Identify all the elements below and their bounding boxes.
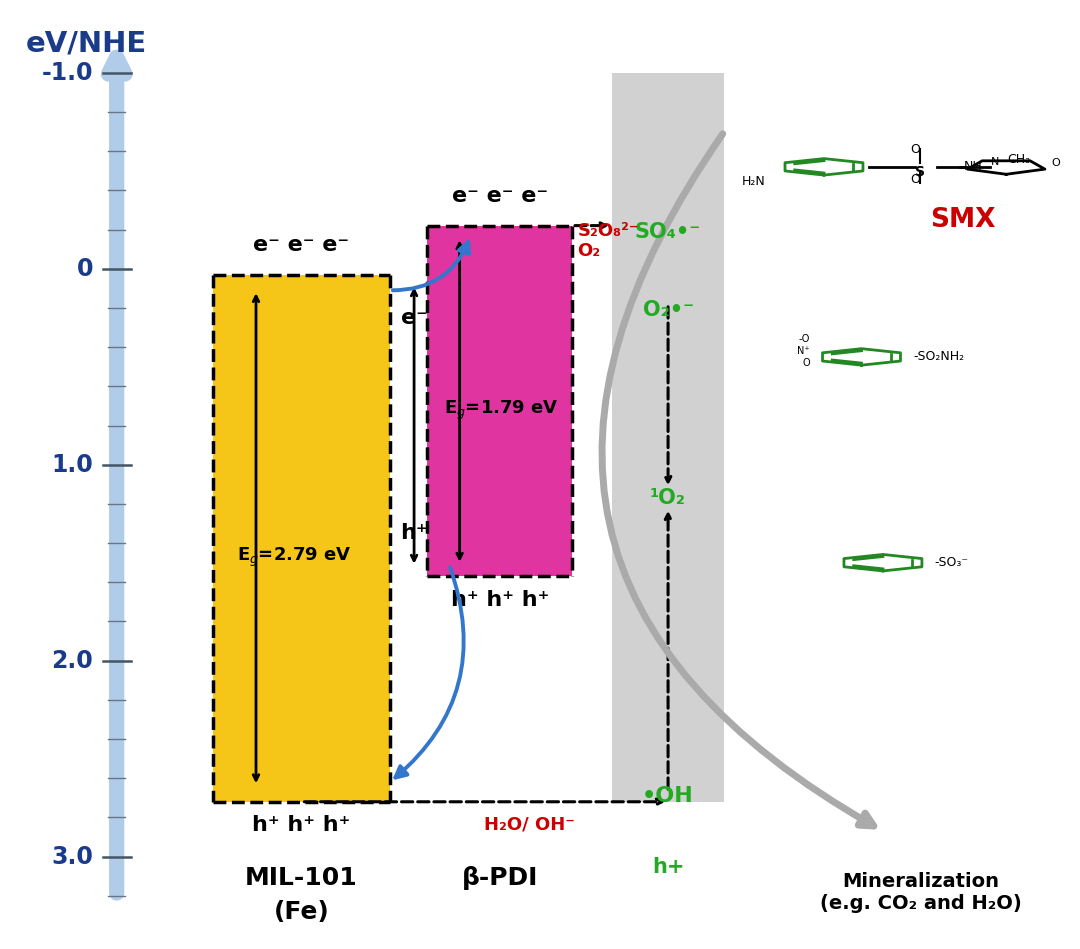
Text: S: S — [915, 165, 926, 178]
FancyArrowPatch shape — [393, 242, 469, 290]
Text: N: N — [991, 158, 1000, 167]
Text: O: O — [910, 174, 920, 186]
Text: E$_g$=2.79 eV: E$_g$=2.79 eV — [237, 547, 351, 569]
Text: CH₃: CH₃ — [1008, 153, 1030, 166]
Text: h+: h+ — [652, 857, 685, 877]
Text: -SO₂NH₂: -SO₂NH₂ — [913, 350, 964, 363]
Text: 1.0: 1.0 — [52, 453, 93, 476]
Text: H₂O/ OH⁻: H₂O/ OH⁻ — [484, 815, 575, 833]
Text: SO₄•⁻: SO₄•⁻ — [635, 222, 701, 242]
Text: e⁻ e⁻ e⁻: e⁻ e⁻ e⁻ — [451, 186, 548, 206]
Text: e⁻ e⁻ e⁻: e⁻ e⁻ e⁻ — [254, 235, 350, 255]
FancyArrowPatch shape — [395, 568, 463, 777]
Text: O: O — [1051, 158, 1059, 168]
Text: e⁻: e⁻ — [401, 307, 428, 327]
Bar — [213, 274, 390, 802]
Text: β-PDI: β-PDI — [461, 866, 538, 890]
Text: Mineralization
(e.g. CO₂ and H₂O): Mineralization (e.g. CO₂ and H₂O) — [820, 872, 1022, 913]
Text: -1.0: -1.0 — [42, 61, 93, 84]
FancyArrowPatch shape — [602, 134, 874, 826]
Text: -O
N⁺
O: -O N⁺ O — [797, 334, 810, 367]
Text: h⁺: h⁺ — [401, 523, 428, 543]
Text: h⁺ h⁺ h⁺: h⁺ h⁺ h⁺ — [450, 590, 549, 610]
Text: O₂•⁻: O₂•⁻ — [643, 300, 693, 320]
Text: O: O — [910, 143, 920, 157]
Bar — [428, 226, 572, 576]
Text: ¹O₂: ¹O₂ — [650, 488, 686, 509]
Text: (Fe): (Fe) — [273, 900, 329, 923]
Text: E$_g$=1.79 eV: E$_g$=1.79 eV — [444, 400, 558, 422]
Text: MIL-101: MIL-101 — [245, 866, 357, 890]
Text: eV/NHE: eV/NHE — [26, 29, 147, 58]
Text: •OH: •OH — [643, 786, 694, 806]
Text: h⁺ h⁺ h⁺: h⁺ h⁺ h⁺ — [253, 815, 351, 835]
Text: NH: NH — [963, 160, 982, 174]
Text: SMX: SMX — [931, 207, 996, 233]
Bar — [611, 73, 725, 802]
Text: H₂N: H₂N — [741, 175, 765, 188]
Text: 3.0: 3.0 — [51, 845, 93, 868]
Text: 2.0: 2.0 — [52, 649, 93, 673]
Text: -SO₃⁻: -SO₃⁻ — [934, 556, 969, 569]
Text: S₂O₈²⁻
O₂: S₂O₈²⁻ O₂ — [578, 222, 639, 260]
Text: 0: 0 — [77, 257, 93, 281]
